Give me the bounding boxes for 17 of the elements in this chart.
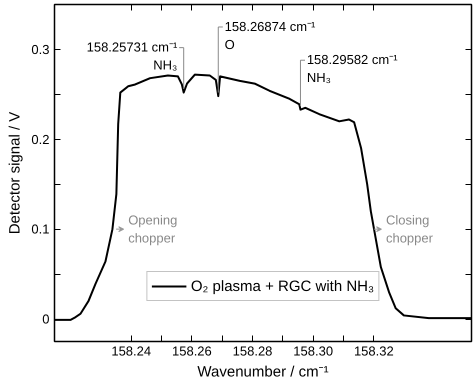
x-tick-label: 158.32 [354, 344, 394, 358]
y-tick-label: 0.2 [31, 132, 50, 147]
annotation: 158.25731 cm⁻¹ NH₃ [86, 40, 178, 73]
annotation: Opening chopper [128, 212, 178, 246]
x-tick-label: 158.28 [232, 344, 272, 358]
x-tick-label: 158.26 [172, 344, 212, 358]
x-axis-title: Wavenumber / cm⁻¹ [197, 364, 329, 380]
x-tick-label: 158.24 [111, 344, 152, 358]
annotation: Closing chopper [386, 212, 434, 246]
y-tick-label: 0.1 [31, 222, 50, 237]
annotation: 158.29582 cm⁻¹ NH₃ [306, 52, 398, 86]
y-tick-label: 0.3 [31, 42, 50, 57]
legend-label: O₂ plasma + RGC with NH₃ [190, 278, 374, 294]
annotation: 158.26874 cm⁻¹ O [224, 18, 316, 52]
y-tick-label: 0 [42, 312, 50, 327]
x-tick-label: 158.30 [293, 344, 334, 358]
y-axis-title: Detector signal / V [6, 112, 24, 234]
